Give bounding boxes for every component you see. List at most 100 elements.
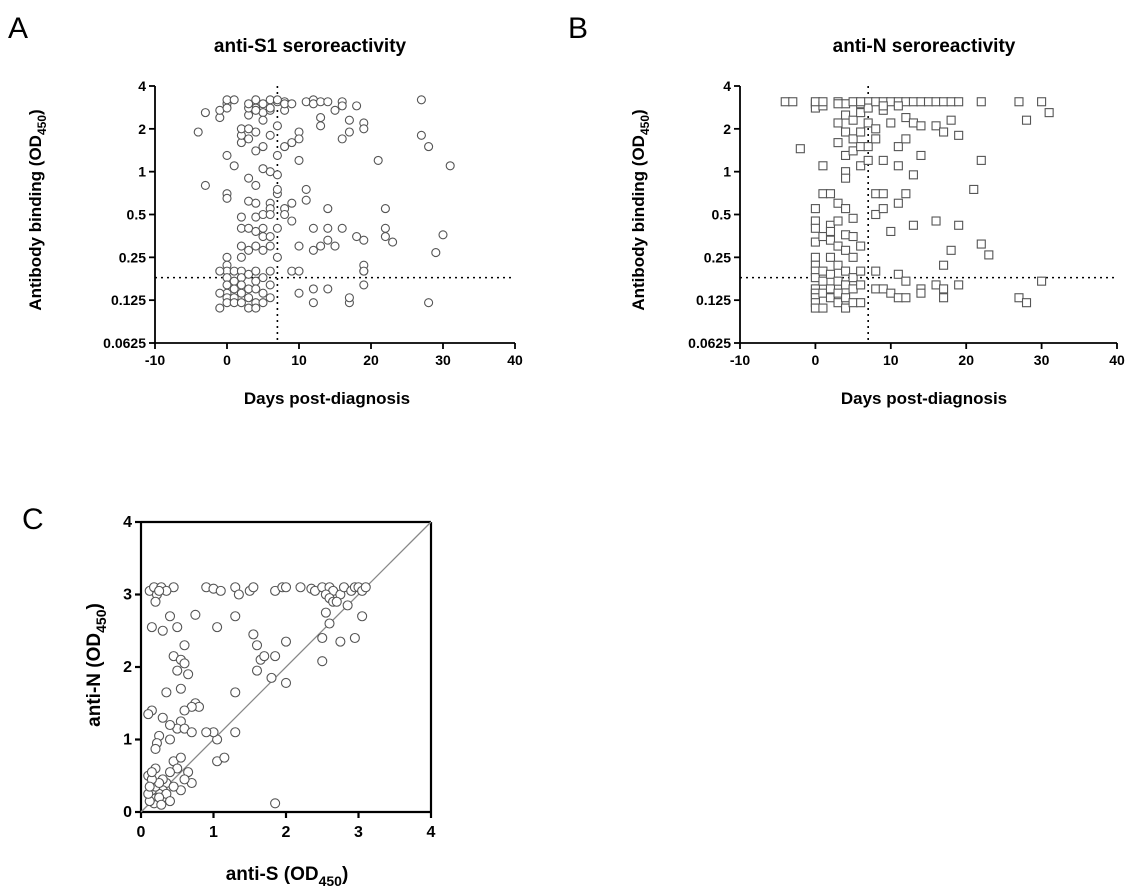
data-point-a: [215, 288, 225, 298]
data-point-a: [222, 150, 232, 161]
data-point-b: [923, 97, 934, 107]
data-point-b: [833, 99, 843, 109]
data-point-a: [265, 266, 275, 276]
chart-title-b: anti-N seroreactivity: [833, 36, 1016, 57]
data-point-a: [359, 235, 369, 245]
identity-line-c: [140, 521, 432, 813]
x-tick-label-c: 0: [137, 824, 146, 841]
data-point-c: [215, 585, 226, 596]
data-point-a: [416, 130, 426, 140]
data-point-b: [878, 155, 888, 165]
data-point-a: [244, 293, 254, 303]
data-point-c: [266, 672, 277, 683]
y-tick-label-a: 0.25: [119, 249, 146, 265]
data-point-a: [251, 105, 261, 115]
data-point-c: [161, 687, 172, 698]
data-point-b: [848, 231, 858, 242]
data-point-b: [984, 250, 994, 260]
data-point-c: [186, 727, 197, 738]
data-point-b: [841, 280, 851, 290]
data-point-a: [215, 303, 225, 313]
data-point-b: [976, 239, 986, 249]
data-point-a: [380, 204, 390, 214]
data-point-b: [886, 288, 896, 298]
data-points-c: [143, 582, 371, 810]
data-point-a: [244, 99, 254, 109]
data-point-b: [833, 241, 843, 251]
data-point-a: [424, 298, 434, 308]
data-point-a: [359, 266, 369, 276]
data-point-b: [893, 269, 903, 279]
data-point-c: [164, 611, 176, 622]
data-point-b: [893, 198, 903, 208]
data-point-c: [270, 798, 281, 809]
data-point-c: [179, 640, 190, 651]
data-point-b: [841, 230, 851, 240]
data-point-a: [265, 103, 275, 113]
data-point-a: [251, 241, 261, 251]
data-point-b: [810, 303, 820, 313]
data-point-b: [893, 101, 903, 111]
data-point-a: [251, 146, 261, 156]
data-point-c: [320, 607, 331, 618]
data-point-b: [908, 170, 918, 180]
data-point-b: [818, 189, 828, 199]
reference-lines-b: [740, 86, 1117, 343]
data-point-c: [172, 622, 183, 633]
data-point-c: [164, 796, 176, 807]
data-point-c: [154, 585, 165, 596]
data-point-c: [146, 767, 157, 778]
data-point-b: [841, 204, 851, 214]
data-point-a: [265, 280, 275, 290]
data-point-b: [810, 204, 820, 214]
data-point-b: [1021, 115, 1032, 125]
data-point-a: [272, 223, 282, 233]
data-point-b: [848, 284, 858, 294]
data-point-c: [342, 600, 353, 611]
x-tick-label-b: -10: [730, 352, 750, 368]
data-point-c: [251, 640, 263, 651]
panel-a: A anti-S1 seroreactivity Days post-diagn…: [8, 12, 523, 408]
data-point-a: [244, 134, 254, 144]
data-point-a: [251, 95, 261, 105]
data-point-b: [954, 97, 964, 107]
data-point-a: [445, 161, 455, 171]
data-point-c: [360, 582, 371, 593]
data-point-a: [352, 231, 362, 242]
data-point-a: [287, 198, 297, 208]
data-point-a: [258, 99, 268, 109]
x-tick-label-c: 3: [354, 824, 363, 841]
x-tick-label-c: 4: [427, 824, 436, 841]
y-tick-label-c: 2: [123, 659, 132, 676]
data-point-c: [248, 582, 259, 593]
panel-letter-c: C: [22, 503, 44, 536]
data-point-b: [848, 213, 858, 223]
data-point-c: [212, 622, 223, 633]
data-point-a: [373, 155, 383, 165]
data-point-b: [908, 97, 918, 107]
data-point-b: [916, 150, 926, 161]
data-points-b: [780, 97, 1054, 313]
data-point-a: [323, 97, 333, 107]
data-point-a: [301, 195, 311, 205]
data-point-a: [222, 252, 232, 262]
data-point-a: [200, 180, 210, 191]
data-point-c: [349, 632, 360, 644]
data-point-a: [251, 127, 261, 137]
data-point-b: [833, 216, 843, 226]
data-point-a: [337, 223, 347, 233]
y-tick-label-c: 3: [123, 587, 132, 604]
panel-letter-b: B: [568, 12, 588, 45]
data-point-b: [856, 266, 866, 276]
data-point-a: [258, 142, 268, 152]
data-point-b: [878, 101, 888, 111]
data-point-b: [833, 138, 843, 148]
data-point-b: [841, 110, 851, 120]
axes-a: -10 0 10 20 30 40 0.0625 0.125 0.25 0.5 1 2 4: [103, 78, 523, 368]
y-tick-label-b: 2: [723, 121, 731, 137]
data-point-a: [337, 134, 347, 144]
y-tick-label-c: 4: [123, 514, 132, 531]
x-axis-label-c-end: ): [342, 864, 348, 885]
data-point-a: [323, 284, 333, 294]
